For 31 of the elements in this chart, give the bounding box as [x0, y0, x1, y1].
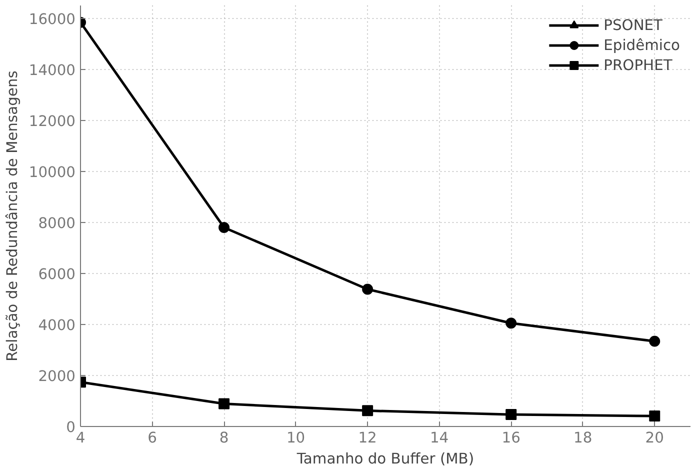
- x-tick-label: 10: [286, 430, 306, 446]
- y-tick-label: 8000: [38, 214, 76, 232]
- x-tick-label: 12: [358, 430, 377, 446]
- point: [506, 409, 517, 420]
- legend-label: PSONET: [604, 16, 663, 34]
- x-tick-label: 6: [148, 430, 157, 446]
- x-tick-label: 14: [430, 430, 449, 446]
- point: [649, 410, 660, 422]
- x-tick-label: 18: [574, 430, 592, 446]
- x-tick-label: 4: [76, 430, 86, 446]
- x-tick-label: 16: [502, 430, 520, 446]
- point: [218, 398, 230, 410]
- y-tick-label: 16000: [28, 10, 76, 28]
- point: [218, 222, 230, 233]
- point: [362, 405, 374, 416]
- legend-label: PROPHET: [604, 56, 672, 74]
- legend-label: Epidêmico: [604, 36, 680, 54]
- y-tick-label: 10000: [28, 164, 76, 181]
- y-tick-label: 6000: [38, 266, 76, 283]
- x-tick-label: 8: [219, 430, 229, 446]
- y-axis-title: Relação de Redundância de Mensagens: [4, 70, 21, 362]
- y-tick-label: 4000: [38, 316, 76, 334]
- y-tick-label: 0: [66, 419, 76, 436]
- y-tick-label: 14000: [28, 62, 76, 79]
- x-axis-title: Tamanho do Buffer (MB): [296, 450, 474, 468]
- y-tick-label: 12000: [28, 112, 76, 130]
- x-tick-label: 20: [645, 430, 664, 446]
- point: [506, 318, 517, 329]
- point: [362, 284, 374, 295]
- point: [649, 336, 660, 347]
- y-tick-label: 2000: [38, 368, 76, 385]
